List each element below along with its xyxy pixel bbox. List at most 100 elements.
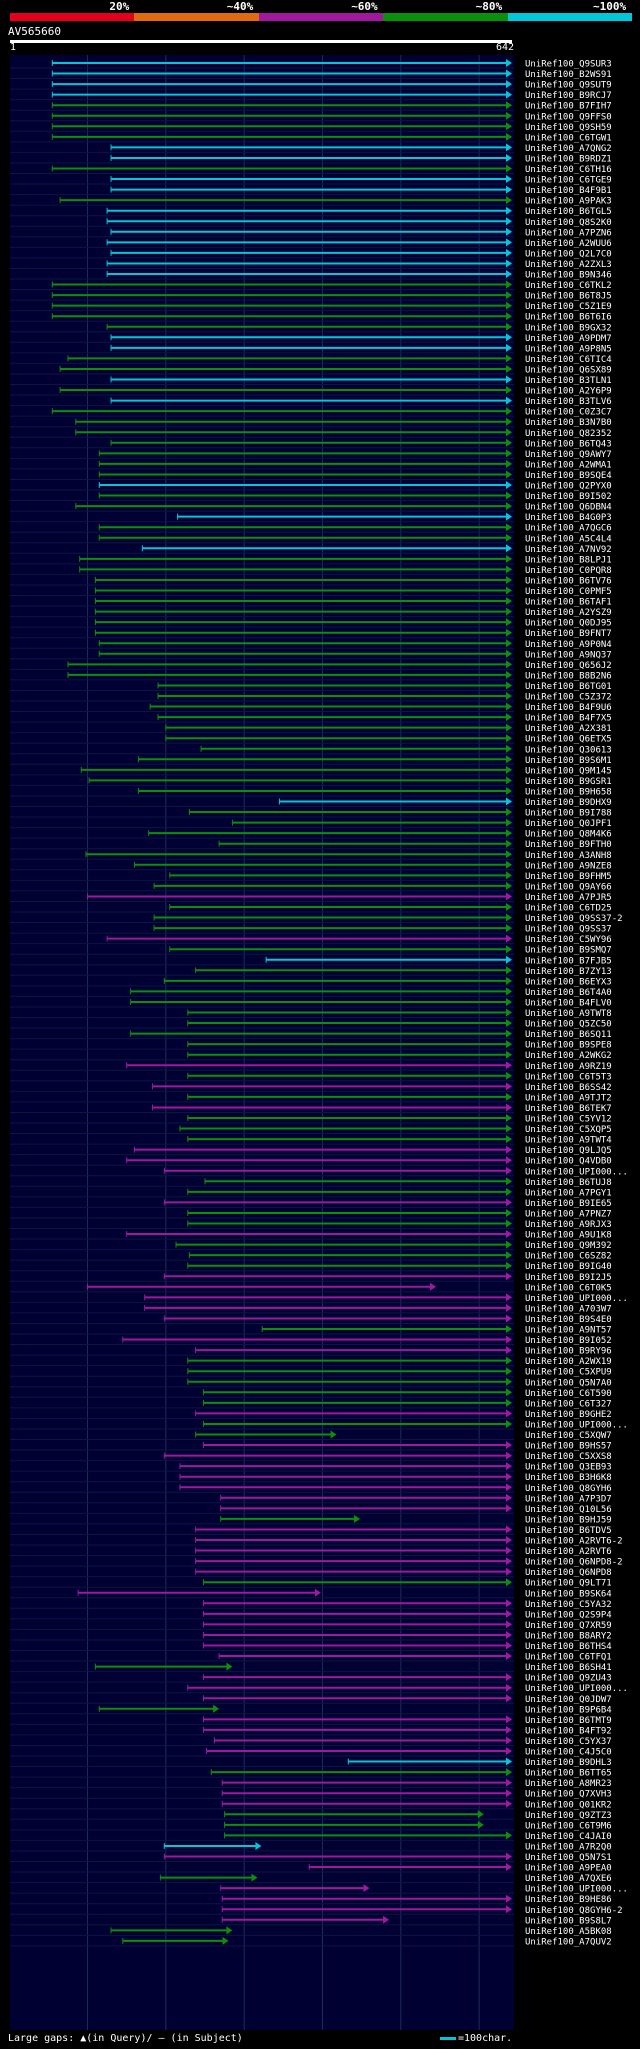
alignment-hit[interactable]: UniRef100_B6TG01: [157, 681, 612, 692]
hit-label[interactable]: UniRef100_A2WX19: [525, 1357, 612, 1367]
alignment-hit[interactable]: UniRef100_C6TD25: [169, 903, 612, 914]
hit-label[interactable]: UniRef100_B9S6M1: [525, 756, 612, 766]
alignment-hit[interactable]: UniRef100_A2WMA1: [98, 459, 612, 471]
hit-label[interactable]: UniRef100_A9PAK3: [525, 197, 612, 207]
hit-label[interactable]: UniRef100_Q01KR2: [525, 1800, 612, 1810]
hit-label[interactable]: UniRef100_B4FLV0: [525, 998, 612, 1008]
hit-label[interactable]: UniRef100_A2RVT6-2: [525, 1537, 623, 1547]
alignment-hit[interactable]: UniRef100_A9NQ37: [98, 649, 612, 661]
alignment-hit[interactable]: UniRef100_UPI000...: [187, 1683, 628, 1695]
alignment-hit[interactable]: UniRef100_C0PMF5: [94, 586, 612, 598]
alignment-hit[interactable]: UniRef100_Q9FFS0: [51, 111, 612, 123]
hit-label[interactable]: UniRef100_A9NQ37: [525, 650, 612, 660]
hit-label[interactable]: UniRef100_UPI000...: [525, 1294, 628, 1304]
hit-label[interactable]: UniRef100_C6TFQ1: [525, 1653, 612, 1663]
alignment-hit[interactable]: UniRef100_C6T5T3: [187, 1071, 612, 1083]
hit-label[interactable]: UniRef100_B4FT92: [525, 1726, 612, 1736]
hit-label[interactable]: UniRef100_B9SPE8: [525, 1041, 612, 1051]
hit-label[interactable]: UniRef100_C6T0K5: [525, 1283, 612, 1293]
alignment-hit[interactable]: UniRef100_Q5N7S1: [163, 1852, 612, 1864]
hit-label[interactable]: UniRef100_A2X381: [525, 724, 612, 734]
hit-label[interactable]: UniRef100_B8LPJ1: [525, 555, 612, 565]
hit-label[interactable]: UniRef100_B6TUJ8: [525, 1178, 612, 1188]
alignment-hit[interactable]: UniRef100_B3TLN1: [110, 375, 612, 387]
alignment-hit[interactable]: UniRef100_C6TFQ1: [218, 1652, 612, 1663]
alignment-hit[interactable]: UniRef100_A7QNG2: [110, 143, 612, 154]
hit-label[interactable]: UniRef100_B9HE86: [525, 1895, 612, 1905]
alignment-hit[interactable]: UniRef100_C5YA32: [202, 1599, 612, 1610]
hit-label[interactable]: UniRef100_A7QNG2: [525, 144, 612, 154]
alignment-hit[interactable]: UniRef100_B9DHX9: [278, 797, 612, 809]
alignment-hit[interactable]: UniRef100_B6TDV5: [195, 1525, 612, 1536]
hit-label[interactable]: UniRef100_A9RJX3: [525, 1220, 612, 1230]
hit-label[interactable]: UniRef100_B6EYX3: [525, 977, 612, 987]
hit-label[interactable]: UniRef100_C0PQR8: [525, 566, 612, 576]
alignment-hit[interactable]: UniRef100_Q7XVH3: [221, 1789, 612, 1800]
hit-label[interactable]: UniRef100_Q8S2K0: [525, 218, 612, 228]
hit-label[interactable]: UniRef100_B9H658: [525, 787, 612, 797]
hit-label[interactable]: UniRef100_B9DHX9: [525, 798, 612, 808]
alignment-hit[interactable]: UniRef100_C5XXS8: [163, 1451, 612, 1463]
hit-label[interactable]: UniRef100_A7NV92: [525, 545, 612, 555]
alignment-hit[interactable]: UniRef100_A703W7: [144, 1303, 612, 1315]
alignment-hit[interactable]: UniRef100_A5C4L4: [98, 533, 612, 545]
hit-label[interactable]: UniRef100_Q9SS37-2: [525, 914, 623, 924]
hit-label[interactable]: UniRef100_C6T5T3: [525, 1072, 612, 1082]
hit-label[interactable]: UniRef100_Q10L56: [525, 1505, 612, 1515]
alignment-hit[interactable]: UniRef100_Q82352: [75, 428, 612, 439]
alignment-hit[interactable]: UniRef100_B9IG40: [187, 1261, 612, 1273]
hit-label[interactable]: UniRef100_Q656J2: [525, 661, 612, 671]
alignment-hit[interactable]: UniRef100_C6TGW1: [51, 132, 612, 144]
hit-label[interactable]: UniRef100_Q9FFS0: [525, 112, 612, 122]
alignment-hit[interactable]: UniRef100_A7PZN6: [110, 227, 612, 239]
alignment-hit[interactable]: UniRef100_B9I788: [188, 808, 612, 819]
alignment-hit[interactable]: UniRef100_Q9SS37: [153, 924, 612, 935]
alignment-hit[interactable]: UniRef100_B9IE65: [163, 1198, 612, 1209]
alignment-hit[interactable]: UniRef100_A7NV92: [141, 544, 612, 555]
hit-label[interactable]: UniRef100_B3H6K8: [525, 1473, 612, 1483]
hit-label[interactable]: UniRef100_Q6SX89: [525, 365, 612, 375]
alignment-hit[interactable]: UniRef100_B4FT92: [202, 1725, 612, 1737]
alignment-hit[interactable]: UniRef100_A9NT57: [261, 1325, 612, 1336]
alignment-hit[interactable]: UniRef100_B4F9U6: [149, 702, 612, 714]
alignment-hit[interactable]: UniRef100_C5Z1E9: [51, 301, 612, 313]
hit-label[interactable]: UniRef100_A7QUV2: [525, 1937, 612, 1947]
alignment-hit[interactable]: UniRef100_B4F7X5: [157, 713, 612, 724]
alignment-hit[interactable]: UniRef100_Q4VDB0: [126, 1156, 612, 1167]
alignment-hit[interactable]: UniRef100_Q01KR2: [221, 1799, 612, 1811]
hit-label[interactable]: UniRef100_UPI000...: [525, 1885, 628, 1895]
alignment-hit[interactable]: UniRef100_Q5N7A0: [187, 1377, 612, 1389]
alignment-hit[interactable]: UniRef100_A9RZ19: [126, 1061, 612, 1072]
alignment-hit[interactable]: UniRef100_C6T0K5: [87, 1282, 612, 1294]
alignment-hit[interactable]: UniRef100_A9PAK3: [59, 196, 612, 207]
hit-label[interactable]: UniRef100_A9TWT4: [525, 1136, 612, 1146]
alignment-hit[interactable]: UniRef100_A3ANH8: [85, 850, 612, 861]
alignment-hit[interactable]: UniRef100_Q0DJ95: [94, 618, 612, 629]
alignment-hit[interactable]: UniRef100_B6SS42: [152, 1082, 612, 1093]
hit-label[interactable]: UniRef100_A9TWT8: [525, 1009, 612, 1019]
alignment-hit[interactable]: UniRef100_C6TIC4: [67, 354, 612, 365]
alignment-hit[interactable]: UniRef100_B9N346: [106, 270, 612, 281]
hit-label[interactable]: UniRef100_C4J5C0: [525, 1748, 612, 1758]
alignment-hit[interactable]: UniRef100_B9SPE8: [187, 1040, 612, 1051]
hit-label[interactable]: UniRef100_C5XXS8: [525, 1452, 612, 1462]
alignment-hit[interactable]: UniRef100_B6EYX3: [163, 976, 612, 988]
alignment-hit[interactable]: UniRef100_B6T4A0: [130, 987, 612, 998]
hit-label[interactable]: UniRef100_Q8GYH6-2: [525, 1906, 623, 1916]
hit-label[interactable]: UniRef100_Q5N7S1: [525, 1853, 612, 1863]
hit-label[interactable]: UniRef100_B9I788: [525, 809, 612, 819]
alignment-hit[interactable]: UniRef100_A9TJT2: [187, 1092, 612, 1104]
hit-label[interactable]: UniRef100_B4G0P3: [525, 513, 612, 523]
hit-label[interactable]: UniRef100_Q9AY66: [525, 882, 612, 892]
alignment-hit[interactable]: UniRef100_A7PNZ7: [187, 1208, 612, 1220]
alignment-hit[interactable]: UniRef100_C6T327: [202, 1398, 612, 1410]
alignment-hit[interactable]: UniRef100_C5XPU9: [187, 1367, 612, 1378]
alignment-hit[interactable]: UniRef100_C6SZ82: [188, 1251, 612, 1262]
alignment-hit[interactable]: UniRef100_B8ARY2: [202, 1630, 612, 1642]
hit-label[interactable]: UniRef100_B9GSR1: [525, 777, 612, 787]
alignment-hit[interactable]: UniRef100_Q6ETX5: [165, 734, 612, 745]
hit-label[interactable]: UniRef100_A2YSZ9: [525, 608, 612, 618]
alignment-hit[interactable]: UniRef100_B6TMT9: [202, 1715, 612, 1726]
alignment-hit[interactable]: UniRef100_Q6SX89: [59, 364, 612, 376]
alignment-hit[interactable]: UniRef100_Q9SS37-2: [153, 913, 623, 925]
